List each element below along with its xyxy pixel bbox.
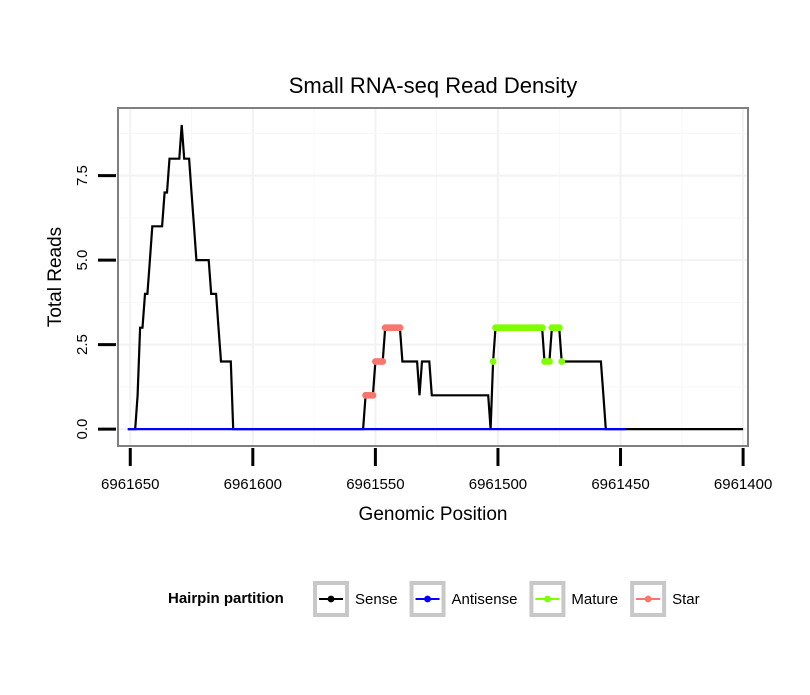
chart-title: Small RNA-seq Read Density — [289, 73, 578, 98]
legend-key-dot — [544, 595, 551, 603]
legend-label: Star — [672, 591, 700, 608]
legend-key-dot — [327, 595, 335, 603]
legend-title: Hairpin partition — [168, 590, 284, 607]
y-axis-label: Total Reads — [45, 227, 66, 327]
y-tick-label: 2.5 — [74, 334, 91, 355]
x-tick-label: 6961450 — [591, 476, 649, 493]
legend-key-dot — [424, 595, 431, 603]
legend-item-antisense: Antisense — [409, 581, 518, 617]
x-tick-label: 6961650 — [101, 476, 159, 493]
data-point-mature — [555, 324, 563, 332]
x-tick-label: 6961550 — [346, 476, 404, 493]
data-point-star — [369, 391, 377, 399]
data-point-mature — [538, 324, 546, 332]
y-axis: 0.0 2.5 5.0 7.5 — [74, 165, 116, 440]
data-point-star — [396, 324, 404, 332]
legend-item-star: Star — [630, 581, 700, 617]
x-axis-label: Genomic Position — [359, 504, 508, 525]
x-tick-label: 6961500 — [469, 476, 527, 493]
x-axis: 6961650 6961600 6961550 6961500 6961450 69614… — [101, 448, 772, 493]
series-points — [362, 324, 566, 399]
x-tick-label: 6961400 — [714, 476, 772, 493]
legend-label: Sense — [355, 591, 398, 608]
y-tick-label: 7.5 — [74, 165, 91, 186]
legend-key-dot — [644, 595, 652, 603]
legend-items: Sense Antisense Mature Star — [313, 581, 700, 617]
legend-label: Mature — [571, 591, 618, 608]
legend-item-mature: Mature — [529, 581, 618, 617]
plot-background — [118, 108, 748, 446]
plot-area — [117, 107, 749, 447]
plot-border — [117, 107, 749, 447]
data-point-mature — [489, 358, 497, 365]
data-point-mature — [546, 358, 553, 365]
legend-item-sense: Sense — [313, 581, 398, 617]
data-point-mature — [558, 358, 566, 365]
x-tick-label: 6961600 — [224, 476, 282, 493]
legend: Hairpin partition Sense Antisense Mature St… — [168, 581, 700, 617]
data-point-star — [379, 358, 387, 365]
grid-lines — [118, 108, 748, 446]
y-tick-label: 0.0 — [74, 419, 91, 440]
y-tick-label: 5.0 — [74, 250, 91, 271]
legend-label: Antisense — [452, 591, 518, 608]
